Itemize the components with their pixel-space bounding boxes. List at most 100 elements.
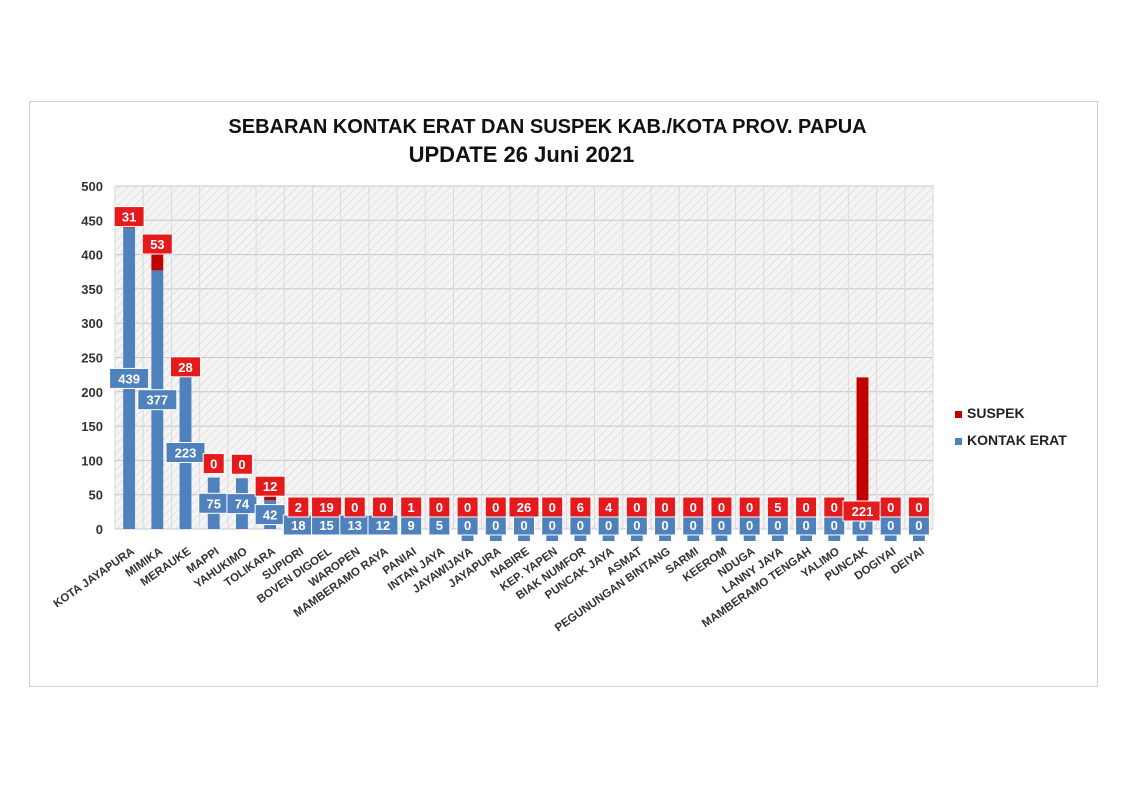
data-label-box-suspek [230,453,253,475]
data-label-suspek: 28 [178,360,192,375]
y-tick-label: 250 [81,351,103,366]
data-label-box-kontak-erat [226,493,258,515]
y-tick-label: 400 [81,248,103,263]
data-label-kontak-erat: 12 [376,518,390,533]
data-label-box-suspek [710,496,733,518]
data-label-suspek: 5 [774,500,781,515]
data-label-suspek: 2 [295,500,302,515]
data-label-box-suspek [311,496,343,518]
data-label-kontak-erat: 15 [319,518,333,533]
legend-label-kontak-erat: KONTAK ERAT [967,432,1067,448]
data-label-box-suspek [400,496,423,518]
y-tick-label: 450 [81,213,103,228]
data-label-suspek: 0 [549,500,556,515]
data-label-suspek: 0 [492,500,499,515]
data-label-box-suspek [508,496,540,518]
data-label-kontak-erat: 439 [118,371,140,386]
data-label-suspek: 12 [263,479,277,494]
data-label-kontak-erat: 377 [146,393,168,408]
data-label-kontak-erat: 0 [661,518,668,533]
chart-subtitle: UPDATE 26 Juni 2021 [408,142,635,167]
data-label-kontak-erat: 75 [206,496,220,511]
data-label-box-kontak-erat [109,367,150,389]
data-label-box-suspek [597,496,620,518]
chart-title: SEBARAN KONTAK ERAT DAN SUSPEK KAB./KOTA… [228,116,867,138]
data-label-box-suspek [343,496,366,518]
data-label-box-suspek [541,496,564,518]
data-label-kontak-erat: 13 [348,518,362,533]
data-label-suspek: 0 [633,500,640,515]
data-label-suspek: 0 [464,500,471,515]
data-label-box-suspek [682,496,705,518]
data-label-box-kontak-erat [137,389,178,411]
data-label-box-suspek [371,496,394,518]
data-label-suspek: 1 [408,500,415,515]
data-label-kontak-erat: 0 [549,518,556,533]
data-label-box-suspek [428,496,451,518]
data-label-box-suspek [141,233,173,255]
data-label-suspek: 0 [238,457,245,472]
data-label-kontak-erat: 0 [464,518,471,533]
data-label-kontak-erat: 0 [718,518,725,533]
data-label-suspek: 0 [436,500,443,515]
data-label-box-suspek [795,496,818,518]
legend-label-suspek: SUSPEK [967,405,1025,421]
data-label-suspek: 0 [210,457,217,472]
data-label-kontak-erat: 0 [690,518,697,533]
data-label-box-suspek [456,496,479,518]
data-label-suspek: 0 [661,500,668,515]
y-tick-label: 300 [81,316,103,331]
data-label-box-suspek [569,496,592,518]
y-tick-label: 100 [81,453,103,468]
data-label-kontak-erat: 18 [291,518,305,533]
data-label-kontak-erat: 5 [436,518,443,533]
data-label-box-suspek [766,496,789,518]
legend-swatch-suspek [955,410,962,418]
data-label-kontak-erat: 0 [802,518,809,533]
y-tick-label: 150 [81,419,103,434]
data-label-kontak-erat: 0 [887,518,894,533]
data-label-suspek: 53 [150,237,164,252]
y-tick-label: 200 [81,385,103,400]
data-label-kontak-erat: 0 [577,518,584,533]
data-label-box-suspek [879,496,902,518]
data-label-suspek: 0 [746,500,753,515]
y-tick-label: 0 [96,522,103,537]
data-label-suspek: 0 [718,500,725,515]
data-label-suspek: 0 [802,500,809,515]
data-label-kontak-erat: 9 [408,518,415,533]
y-tick-label: 500 [81,179,103,194]
data-label-box-suspek [625,496,648,518]
data-label-kontak-erat: 0 [633,518,640,533]
data-label-suspek: 26 [517,500,531,515]
data-label-box-suspek [484,496,507,518]
data-label-suspek: 0 [887,500,894,515]
data-label-kontak-erat: 0 [520,518,527,533]
data-label-box-suspek [738,496,761,518]
data-label-box-suspek [202,453,225,475]
legend-item-kontak-erat: KONTAK ERAT [955,432,1067,448]
bar-suspek [856,377,869,529]
data-label-kontak-erat: 0 [605,518,612,533]
data-label-box-suspek [170,356,202,378]
y-tick-label: 50 [89,488,103,503]
data-label-box-suspek [254,475,286,497]
data-label-suspek: 6 [577,500,584,515]
data-label-box-suspek [287,496,310,518]
legend-swatch-kontak-erat [955,437,962,445]
data-label-suspek: 0 [915,500,922,515]
data-label-suspek: 0 [690,500,697,515]
data-label-suspek: 4 [605,500,613,515]
data-label-kontak-erat: 42 [263,508,277,523]
data-label-suspek: 0 [379,500,386,515]
y-tick-label: 350 [81,282,103,297]
data-label-kontak-erat: 0 [831,518,838,533]
data-label-suspek: 0 [831,500,838,515]
data-label-suspek: 19 [319,500,333,515]
data-label-kontak-erat: 0 [492,518,499,533]
data-label-kontak-erat: 223 [175,446,197,461]
data-label-suspek: 31 [122,210,136,225]
data-label-box-suspek [907,496,930,518]
data-label-kontak-erat: 74 [235,497,250,512]
